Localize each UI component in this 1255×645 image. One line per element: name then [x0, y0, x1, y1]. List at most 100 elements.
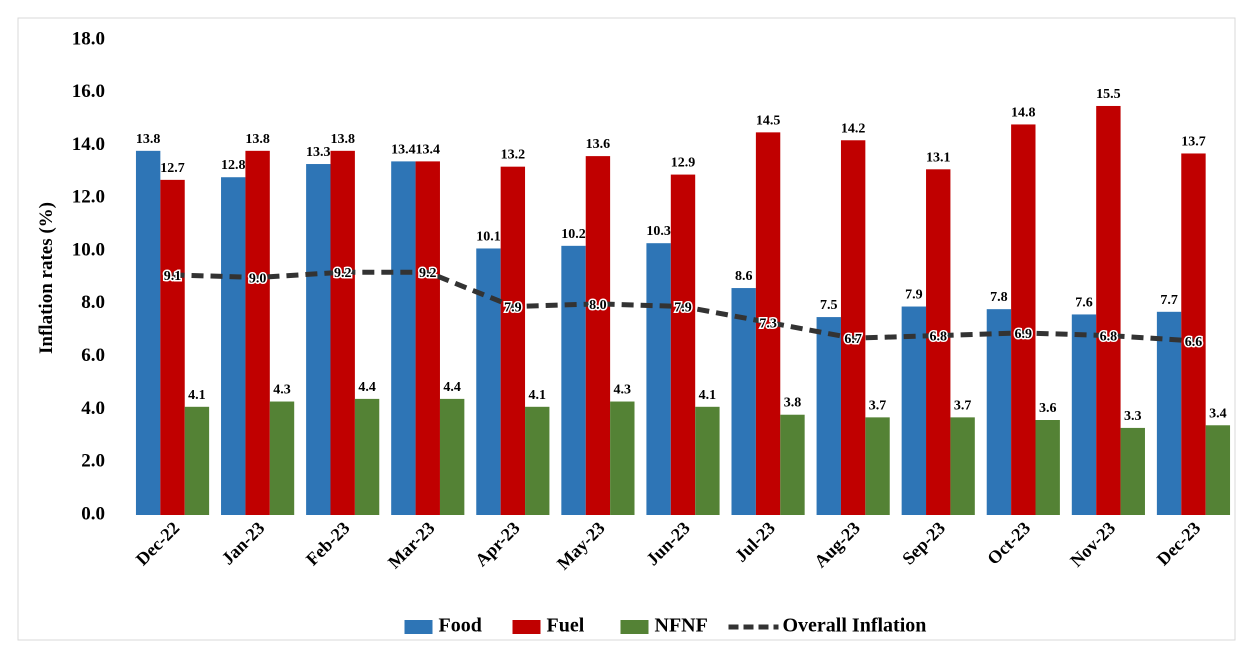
- data-label: 13.4: [391, 142, 416, 157]
- y-tick-label: 16.0: [72, 81, 105, 102]
- bar: [585, 156, 611, 515]
- data-label: 7.9: [674, 301, 692, 316]
- bar: [221, 177, 246, 515]
- bar: [135, 150, 161, 516]
- data-label: 13.7: [1181, 134, 1206, 149]
- data-label: 10.3: [646, 224, 671, 239]
- data-label: 12.8: [221, 158, 246, 173]
- bar: [476, 248, 501, 515]
- data-label: 13.6: [586, 137, 611, 152]
- legend-swatch: [620, 620, 649, 634]
- bar: [816, 317, 841, 515]
- data-label: 7.9: [905, 288, 923, 303]
- data-label: 4.1: [188, 388, 206, 403]
- bar: [525, 406, 550, 515]
- bar: [1071, 314, 1097, 515]
- bar: [160, 179, 185, 515]
- data-label: 4.1: [528, 388, 546, 403]
- data-label: 9.0: [249, 272, 267, 287]
- bar: [1181, 153, 1206, 515]
- data-label: 4.1: [699, 388, 717, 403]
- data-label: 3.8: [784, 396, 802, 411]
- y-tick-label: 0.0: [81, 503, 105, 524]
- data-label: 3.3: [1124, 409, 1142, 424]
- bar: [1011, 124, 1036, 515]
- bar: [926, 169, 951, 516]
- bar: [330, 150, 355, 516]
- bar: [1096, 105, 1121, 515]
- bar: [1035, 420, 1060, 515]
- bar: [245, 150, 270, 516]
- legend: Food Fuel NFNF Overall Inflation: [404, 615, 927, 637]
- data-label: 13.1: [926, 150, 951, 165]
- legend-swatch: [404, 620, 433, 634]
- chart-border: [17, 17, 1236, 641]
- data-label: 4.3: [614, 383, 632, 398]
- data-label: 6.8: [1100, 330, 1118, 345]
- data-label: 10.2: [561, 227, 586, 242]
- data-label: 7.9: [504, 301, 522, 316]
- bar: [670, 174, 696, 516]
- data-label: 14.8: [1011, 105, 1036, 120]
- data-label: 7.6: [1075, 295, 1093, 310]
- line: [172, 269, 1194, 344]
- bar: [840, 140, 866, 515]
- data-label: 10.1: [476, 229, 501, 244]
- data-label: 9.2: [419, 266, 437, 281]
- bar: [354, 398, 380, 515]
- y-tick-label: 6.0: [81, 345, 105, 366]
- bar: [986, 309, 1012, 515]
- legend-label: NFNF: [655, 615, 708, 637]
- data-label: 3.7: [954, 398, 972, 413]
- data-label: 6.9: [1015, 327, 1033, 342]
- data-label: 7.3: [759, 316, 777, 331]
- data-label: 13.8: [245, 132, 270, 147]
- legend-label: Food: [439, 615, 482, 637]
- y-tick-label: 12.0: [72, 187, 105, 208]
- data-label: 13.2: [501, 148, 526, 163]
- y-axis-title: Inflation rates (%): [36, 202, 57, 354]
- data-label: 13.4: [416, 142, 441, 157]
- y-tick-label: 8.0: [81, 292, 105, 313]
- bar: [780, 414, 805, 515]
- data-label: 4.4: [443, 380, 461, 395]
- data-label: 13.8: [330, 132, 355, 147]
- data-label: 13.8: [136, 132, 161, 147]
- bar: [695, 406, 720, 515]
- bar: [1205, 425, 1231, 515]
- data-label: 7.7: [1160, 293, 1178, 308]
- data-label: 3.6: [1039, 401, 1057, 416]
- data-label: 4.3: [273, 383, 291, 398]
- data-label: 6.6: [1185, 335, 1203, 350]
- data-label: 14.5: [756, 113, 781, 128]
- data-label: 9.1: [164, 269, 182, 284]
- bar: [950, 417, 975, 515]
- legend-swatch: [512, 620, 541, 634]
- data-label: 6.7: [844, 332, 862, 347]
- bar: [269, 401, 295, 515]
- y-tick-label: 2.0: [81, 451, 105, 472]
- y-tick-label: 10.0: [72, 239, 105, 260]
- data-label: 15.5: [1096, 87, 1121, 102]
- bar: [731, 288, 756, 515]
- data-label: 7.5: [820, 298, 838, 313]
- y-tick-label: 14.0: [72, 134, 105, 155]
- data-label: 12.7: [160, 161, 185, 176]
- bar: [306, 164, 331, 515]
- bar: [646, 243, 671, 515]
- data-label: 14.2: [841, 121, 866, 136]
- bar: [391, 161, 416, 515]
- data-label: 8.6: [735, 269, 753, 284]
- legend-label: Overall Inflation: [783, 615, 927, 637]
- y-tick-label: 4.0: [81, 398, 105, 419]
- bar: [439, 398, 465, 515]
- bar: [1120, 427, 1145, 515]
- data-label: 4.4: [358, 380, 376, 395]
- data-label: 3.4: [1209, 406, 1227, 421]
- data-label: 7.8: [990, 290, 1008, 305]
- bar: [561, 245, 586, 516]
- bar: [500, 166, 526, 515]
- bar: [415, 161, 440, 515]
- bar: [184, 406, 210, 515]
- data-label: 9.2: [334, 266, 352, 281]
